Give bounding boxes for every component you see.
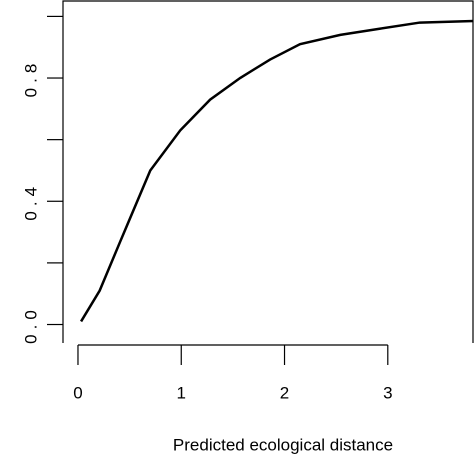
plot-frame xyxy=(62,0,474,343)
x-tick-label: 3 xyxy=(383,383,392,402)
y-tick-label: 0.8 xyxy=(21,59,40,98)
x-tick-label: 0 xyxy=(73,383,82,402)
y-tick-label: 0.4 xyxy=(21,182,40,221)
x-tick-label: 1 xyxy=(177,383,186,402)
curve xyxy=(80,19,474,323)
x-tick-label: 2 xyxy=(280,383,289,402)
y-tick-label: 0.0 xyxy=(21,305,40,344)
x-axis-label: Predicted ecological distance xyxy=(173,435,393,454)
